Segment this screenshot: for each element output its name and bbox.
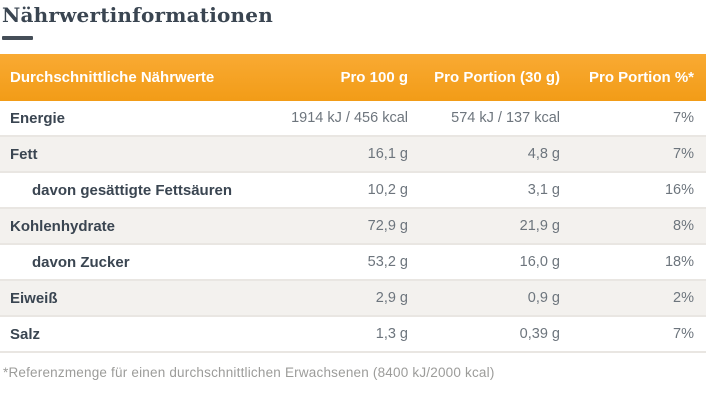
value-percent: 2% [673, 290, 694, 306]
value-per-portion: 0,39 g [519, 326, 560, 342]
title-underline-dash [2, 36, 33, 40]
table-row-energie: Energie 1914 kJ / 456 kcal 574 kJ / 137 … [0, 101, 706, 137]
value-per-100g: 10,2 g [367, 182, 408, 198]
nutrition-table: Durchschnittliche Nährwerte Pro 100 g Pr… [0, 54, 706, 353]
value-per-100g: 53,2 g [367, 254, 408, 270]
reference-footnote: *Referenzmenge für einen durchschnittlic… [3, 365, 495, 380]
table-row-kohlenhydrate: Kohlenhydrate 72,9 g 21,9 g 8% [0, 209, 706, 245]
nutrition-info-section: Nährwertinformationen Durchschnittliche … [0, 3, 706, 380]
table-header-row: Durchschnittliche Nährwerte Pro 100 g Pr… [0, 54, 706, 101]
row-label: Salz [10, 325, 41, 343]
value-per-100g: 72,9 g [367, 218, 408, 234]
value-percent: 18% [664, 254, 694, 270]
value-percent: 7% [673, 326, 694, 342]
value-per-100g: 1914 kJ / 456 kcal [291, 110, 408, 126]
table-row-eiweiss: Eiweiß 2,9 g 0,9 g 2% [0, 281, 706, 317]
column-header-nutrients: Durchschnittliche Nährwerte [10, 69, 215, 86]
row-label: Kohlenhydrate [10, 217, 116, 235]
table-row-fett: Fett 16,1 g 4,8 g 7% [0, 137, 706, 173]
row-label: Eiweiß [10, 289, 58, 307]
value-per-portion: 16,0 g [519, 254, 560, 270]
row-label: davon Zucker [32, 253, 130, 271]
value-per-portion: 3,1 g [527, 182, 560, 198]
value-per-portion: 574 kJ / 137 kcal [451, 110, 560, 126]
column-header-per-100g: Pro 100 g [340, 69, 408, 86]
column-header-per-portion-percent: Pro Portion %* [588, 69, 694, 86]
value-per-portion: 4,8 g [527, 146, 560, 162]
table-row-salz: Salz 1,3 g 0,39 g 7% [0, 317, 706, 353]
column-header-per-portion: Pro Portion (30 g) [434, 69, 560, 86]
value-percent: 7% [673, 146, 694, 162]
row-label: davon gesättigte Fettsäuren [32, 181, 233, 199]
value-per-100g: 2,9 g [375, 290, 408, 306]
value-per-portion: 21,9 g [519, 218, 560, 234]
value-percent: 16% [664, 182, 694, 198]
row-label: Energie [10, 109, 66, 127]
value-percent: 7% [673, 110, 694, 126]
table-row-zucker: davon Zucker 53,2 g 16,0 g 18% [0, 245, 706, 281]
value-per-100g: 1,3 g [375, 326, 408, 342]
page-title: Nährwertinformationen [2, 3, 273, 27]
value-per-portion: 0,9 g [527, 290, 560, 306]
value-percent: 8% [673, 218, 694, 234]
table-row-gesaettigte-fettsaeuren: davon gesättigte Fettsäuren 10,2 g 3,1 g… [0, 173, 706, 209]
row-label: Fett [10, 145, 38, 163]
value-per-100g: 16,1 g [367, 146, 408, 162]
